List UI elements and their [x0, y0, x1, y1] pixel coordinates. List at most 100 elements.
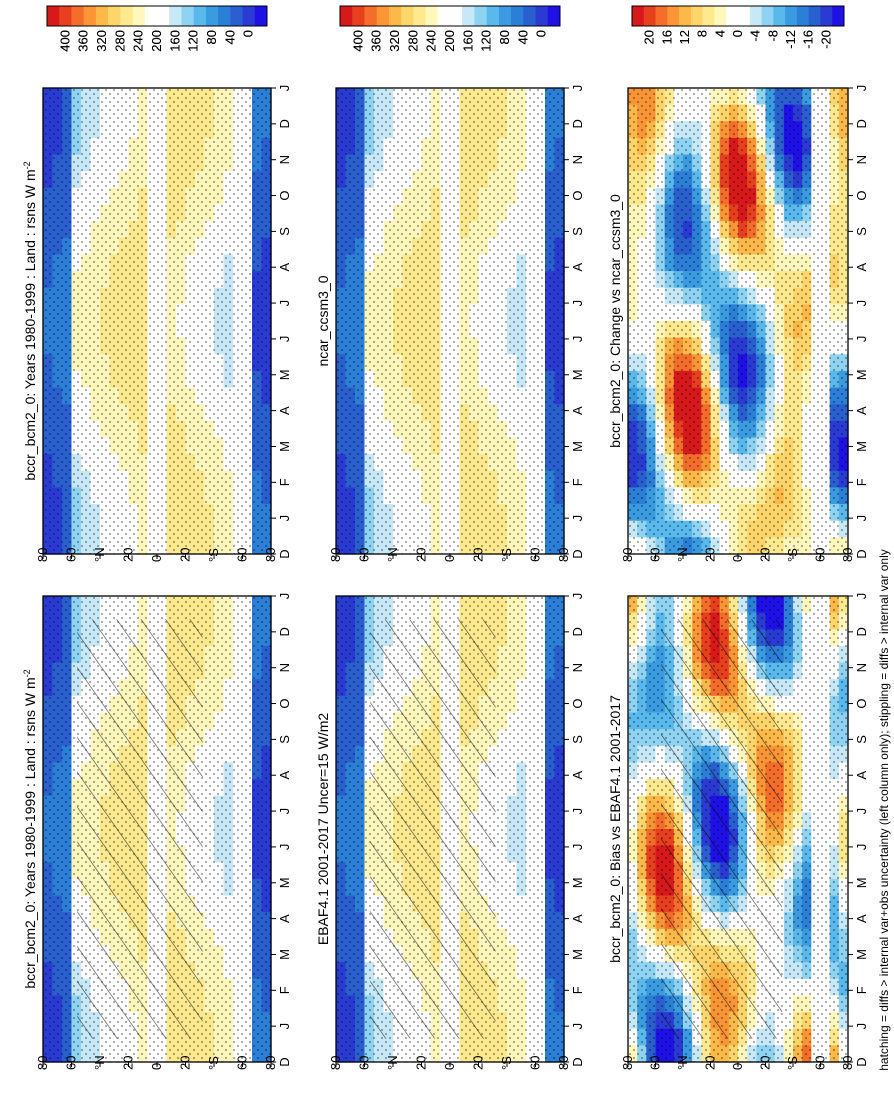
lat-tick-label: 80 — [35, 1056, 50, 1070]
colorbar-swatch — [193, 6, 207, 26]
colorbar-swatch — [388, 6, 402, 26]
colorbar-swatch — [474, 6, 488, 26]
month-tick-label: D — [570, 1057, 585, 1066]
colorbar-swatch — [205, 6, 219, 26]
colorbar-swatch — [690, 6, 704, 26]
colorbar-tick-label: 80 — [204, 30, 219, 44]
colorbar-swatch — [83, 6, 97, 26]
lat-tick-label: °S — [499, 1056, 514, 1070]
lat-tick-label: 60 — [357, 1056, 372, 1070]
colorbar-swatch — [71, 6, 85, 26]
panel-title: bccr_bcm2_0: Years 1980-1999 : Land : rs… — [22, 161, 38, 480]
lat-tick-label: 0 — [442, 1063, 457, 1070]
month-tick-label: J — [570, 300, 585, 307]
month-tick-label: F — [570, 986, 585, 994]
colorbar-swatch — [761, 6, 774, 26]
lat-tick-label: 80 — [35, 548, 50, 562]
month-tick-label: N — [277, 663, 292, 672]
colorbar-tick-label: 160 — [460, 30, 475, 52]
colorbar-swatch — [785, 6, 798, 26]
lat-tick-label: 20 — [703, 548, 718, 562]
lat-tick-label: °N — [385, 1055, 400, 1070]
lat-tick-label: 80 — [328, 548, 343, 562]
month-tick-label: O — [570, 698, 585, 708]
colorbar-tick-label: 320 — [94, 30, 109, 52]
month-tick-label: M — [277, 441, 292, 452]
month-tick-label: J — [277, 1023, 292, 1030]
colorbar-swatch — [437, 6, 451, 26]
colorbar-tick-label: 400 — [350, 30, 365, 52]
month-tick-label: N — [277, 155, 292, 164]
lat-tick-label: 60 — [235, 548, 250, 562]
colorbar: 20 16 12 8 4 0 -4 -8 -12 -16 -20 — [631, 5, 845, 49]
month-tick-label: S — [277, 227, 292, 236]
month-tick-label: F — [277, 478, 292, 486]
colorbar-tick-label: 240 — [424, 30, 439, 52]
colorbar-tick-label: 160 — [167, 30, 182, 52]
colorbar-tick-label: 280 — [405, 30, 420, 52]
lat-tick-label: °N — [92, 547, 107, 562]
lat-tick-label: 80 — [620, 1056, 635, 1070]
colorbar-swatch — [230, 6, 244, 26]
month-tick-label: J — [570, 336, 585, 343]
month-tick-label: J — [854, 593, 869, 600]
month-tick-label: J — [854, 844, 869, 851]
colorbar-swatch — [120, 6, 134, 26]
lat-tick-label: 60 — [64, 548, 79, 562]
lat-tick-label: 60 — [357, 548, 372, 562]
month-tick-label: N — [570, 155, 585, 164]
colorbar-swatch — [376, 6, 390, 26]
lat-tick-label: 20 — [178, 548, 193, 562]
colorbar-tick-label: 400 — [350, 30, 365, 52]
colorbar-tick-label: -16 — [801, 30, 816, 49]
month-tick-label: M — [570, 949, 585, 960]
month-tick-label: J — [277, 808, 292, 815]
colorbar-swatch — [486, 6, 500, 26]
colorbar-tick-label: 280 — [405, 30, 420, 52]
lat-tick-label: 20 — [703, 1056, 718, 1070]
month-tick-label: O — [277, 698, 292, 708]
colorbar-tick-label: -16 — [801, 30, 816, 49]
month-tick-label: D — [570, 627, 585, 636]
colorbar-tick-label: -12 — [783, 30, 798, 49]
colorbar-swatch — [498, 6, 512, 26]
colorbar-swatch — [796, 6, 810, 26]
month-tick-label: J — [570, 808, 585, 815]
lat-tick-label: 60 — [813, 1056, 828, 1070]
colorbar-tick-label: 200 — [149, 30, 164, 52]
lat-tick-label: 0 — [730, 1063, 745, 1070]
month-tick-label: N — [570, 663, 585, 672]
colorbar-swatch — [535, 6, 549, 26]
colorbar-tick-label: -20 — [818, 30, 833, 49]
lat-tick-label: 80 — [263, 1056, 278, 1070]
lat-tick-label: 20 — [121, 548, 136, 562]
colorbar-swatch — [181, 6, 195, 26]
colorbar-frame — [339, 5, 561, 27]
colorbar-tick-label: 120 — [186, 30, 201, 52]
month-tick-label: A — [570, 914, 585, 923]
colorbar-frame — [46, 5, 268, 27]
lat-tick-label: 60 — [648, 1056, 663, 1070]
colorbar-swatch — [702, 6, 715, 26]
month-tick-label: A — [277, 263, 292, 272]
colorbar-swatch — [726, 6, 739, 26]
lat-tick-label: 20 — [414, 1056, 429, 1070]
month-tick-label: M — [854, 877, 869, 888]
month-tick-label: O — [854, 190, 869, 200]
panel-title: ncar_ccsm3_0 — [315, 275, 331, 366]
colorbar-tick-label: -12 — [783, 30, 798, 49]
colorbar-tick-label: 8 — [695, 30, 710, 37]
stippling — [628, 88, 848, 554]
month-tick-label: M — [570, 441, 585, 452]
month-tick-label: S — [854, 735, 869, 744]
colorbar-swatch — [643, 6, 657, 26]
month-tick-label: D — [277, 1057, 292, 1066]
month-tick-label: A — [854, 914, 869, 923]
month-tick-label: M — [277, 369, 292, 380]
month-tick-label: M — [854, 369, 869, 380]
colorbar-tick-label: 0 — [241, 30, 256, 37]
month-tick-label: D — [854, 119, 869, 128]
